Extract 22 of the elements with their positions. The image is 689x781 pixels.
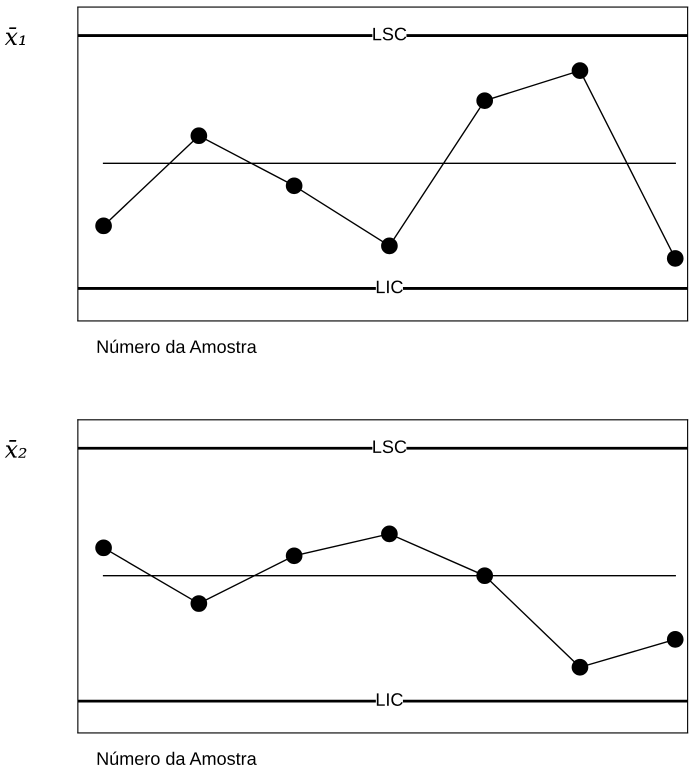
- point: [95, 218, 112, 234]
- point: [95, 539, 112, 556]
- point: [572, 658, 588, 676]
- point: [190, 127, 208, 144]
- point: [286, 547, 302, 564]
- point: [190, 595, 208, 612]
- ref-line-label: LSC: [373, 28, 406, 40]
- point: [381, 238, 398, 254]
- point: [476, 567, 494, 584]
- point: [476, 92, 494, 109]
- point: [572, 62, 588, 79]
- x-axis-title: Número da Amostra: [98, 752, 257, 766]
- point: [666, 250, 684, 267]
- point: [381, 526, 398, 542]
- ref-line-label: LIC: [376, 280, 403, 294]
- ref-line-label: LIC: [376, 693, 403, 706]
- point: [286, 177, 302, 194]
- y-axis-title: x̄₁: [4, 27, 25, 46]
- ref-line-label: LSC: [373, 440, 406, 454]
- y-axis-title: x̄₂: [4, 440, 26, 458]
- x-axis-title: Número da Amostra: [98, 340, 257, 354]
- point: [666, 631, 684, 648]
